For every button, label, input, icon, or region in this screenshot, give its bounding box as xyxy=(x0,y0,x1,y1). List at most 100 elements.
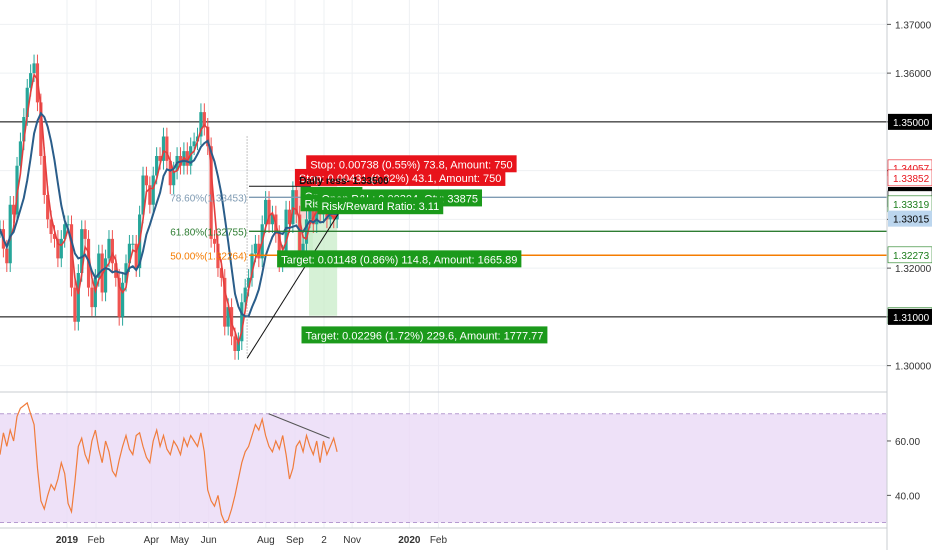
sma-fast-line xyxy=(0,72,338,346)
candle-body xyxy=(73,287,77,322)
price-label-bg xyxy=(888,308,932,325)
stop-label-secondary: Stop: 0.00431 (0.32%) 43.1, Amount: 750 xyxy=(299,173,501,185)
candle-body xyxy=(29,73,33,88)
x-tick-label: 2020 xyxy=(398,535,421,546)
candle-body xyxy=(5,248,9,264)
sma-slow-line xyxy=(0,111,338,318)
candle-body xyxy=(199,112,203,137)
candle-body xyxy=(243,287,247,303)
candle-body xyxy=(103,258,108,293)
candle-body xyxy=(212,238,217,244)
candle-body xyxy=(90,287,94,308)
candle-body xyxy=(69,224,74,288)
risk-reward-label-bg xyxy=(317,197,444,215)
rsi-band xyxy=(0,413,887,523)
price-label: 1.33015 xyxy=(893,215,930,226)
candle-body xyxy=(59,238,63,259)
candle-body xyxy=(172,170,176,186)
y-tick-label: 1.32000 xyxy=(895,264,932,275)
rsi-tick-label: 60.00 xyxy=(895,437,920,448)
candle-body xyxy=(25,87,29,117)
candle-body xyxy=(49,219,53,234)
x-tick-label: Nov xyxy=(343,535,361,546)
candle-body xyxy=(192,141,196,147)
candle-body xyxy=(76,273,80,322)
x-tick-label: Feb xyxy=(87,535,105,546)
candle-body xyxy=(42,156,46,195)
target-small-label-bg xyxy=(277,250,522,268)
moving-averages xyxy=(0,72,338,346)
candle-body xyxy=(63,224,67,239)
rsi-pane xyxy=(0,391,887,524)
candle-body xyxy=(287,209,292,225)
price-label: 1.34057 xyxy=(893,164,930,175)
price-label-bg xyxy=(887,169,932,187)
candle-body xyxy=(250,253,254,278)
y-tick-label: 1.37000 xyxy=(895,20,932,31)
price-label-bg xyxy=(887,246,932,264)
price-label: 1.33852 xyxy=(893,174,930,185)
candle-body xyxy=(117,277,121,317)
candle-body xyxy=(253,243,258,254)
y-axis-panel xyxy=(887,0,932,550)
y-tick-label: 1.30000 xyxy=(895,362,932,373)
candle-body xyxy=(141,175,145,215)
candle-body xyxy=(328,214,332,220)
fib-level-label: 50.00%(1.32264) xyxy=(170,251,247,262)
candle-body xyxy=(66,224,70,226)
candle-body xyxy=(247,277,251,288)
x-tick-label: 2019 xyxy=(56,535,79,546)
candle-body xyxy=(39,102,43,156)
candle-body xyxy=(107,238,111,259)
stop-label-main: Stop: 0.00738 (0.55%) 73.8, Amount: 750 xyxy=(310,159,512,171)
candle-body xyxy=(18,141,23,166)
x-tick-label: 2 xyxy=(321,535,327,546)
candle-body xyxy=(22,117,26,142)
candle-body xyxy=(298,214,302,254)
candle-body xyxy=(202,112,206,127)
candle-body xyxy=(209,146,213,239)
x-tick-label: May xyxy=(170,535,189,546)
y-tick-label: 1.36000 xyxy=(895,69,932,80)
target-large-label-bg xyxy=(301,326,548,344)
horizontal-levels xyxy=(0,121,887,318)
annotation-labels: Stop: 0.00431 (0.32%) 43.1, Amount: 750 S… xyxy=(277,155,548,344)
candle-body xyxy=(168,160,172,186)
x-tick-label: Aug xyxy=(257,535,275,546)
candle-body xyxy=(185,151,189,166)
x-tick-label: Apr xyxy=(144,535,160,546)
stop-label-main-bg xyxy=(306,155,517,173)
price-label-bg xyxy=(888,113,932,130)
price-label-bg xyxy=(888,210,932,227)
x-tick-label: Sep xyxy=(286,535,304,546)
candle-body xyxy=(151,175,155,205)
rsi-line xyxy=(0,401,338,524)
fib-level-label: 61.80%(1.32755) xyxy=(170,227,247,238)
candle-body xyxy=(52,234,57,239)
candle-body xyxy=(267,199,271,225)
candles xyxy=(0,54,339,360)
candle-body xyxy=(223,277,227,327)
candle-body xyxy=(148,185,152,205)
candle-body xyxy=(134,243,138,269)
candle-body xyxy=(165,136,169,161)
candle-body xyxy=(83,229,87,239)
candle-body xyxy=(97,253,101,278)
candle-body xyxy=(46,195,50,220)
candle-body xyxy=(127,243,132,264)
candle-body xyxy=(240,302,244,342)
candle-body xyxy=(236,341,240,351)
candle-body xyxy=(294,190,298,215)
stop-label-secondary-bg xyxy=(294,168,506,186)
fib-level-label: 78.60%(1.33453) xyxy=(170,193,247,204)
candle-body xyxy=(264,199,268,225)
candle-body xyxy=(32,63,36,74)
candle-body xyxy=(80,229,84,273)
candle-body xyxy=(131,243,135,245)
price-label: 1.35000 xyxy=(893,118,930,129)
candle-body xyxy=(8,204,12,264)
candle-body xyxy=(233,336,237,351)
trendline xyxy=(246,202,347,359)
